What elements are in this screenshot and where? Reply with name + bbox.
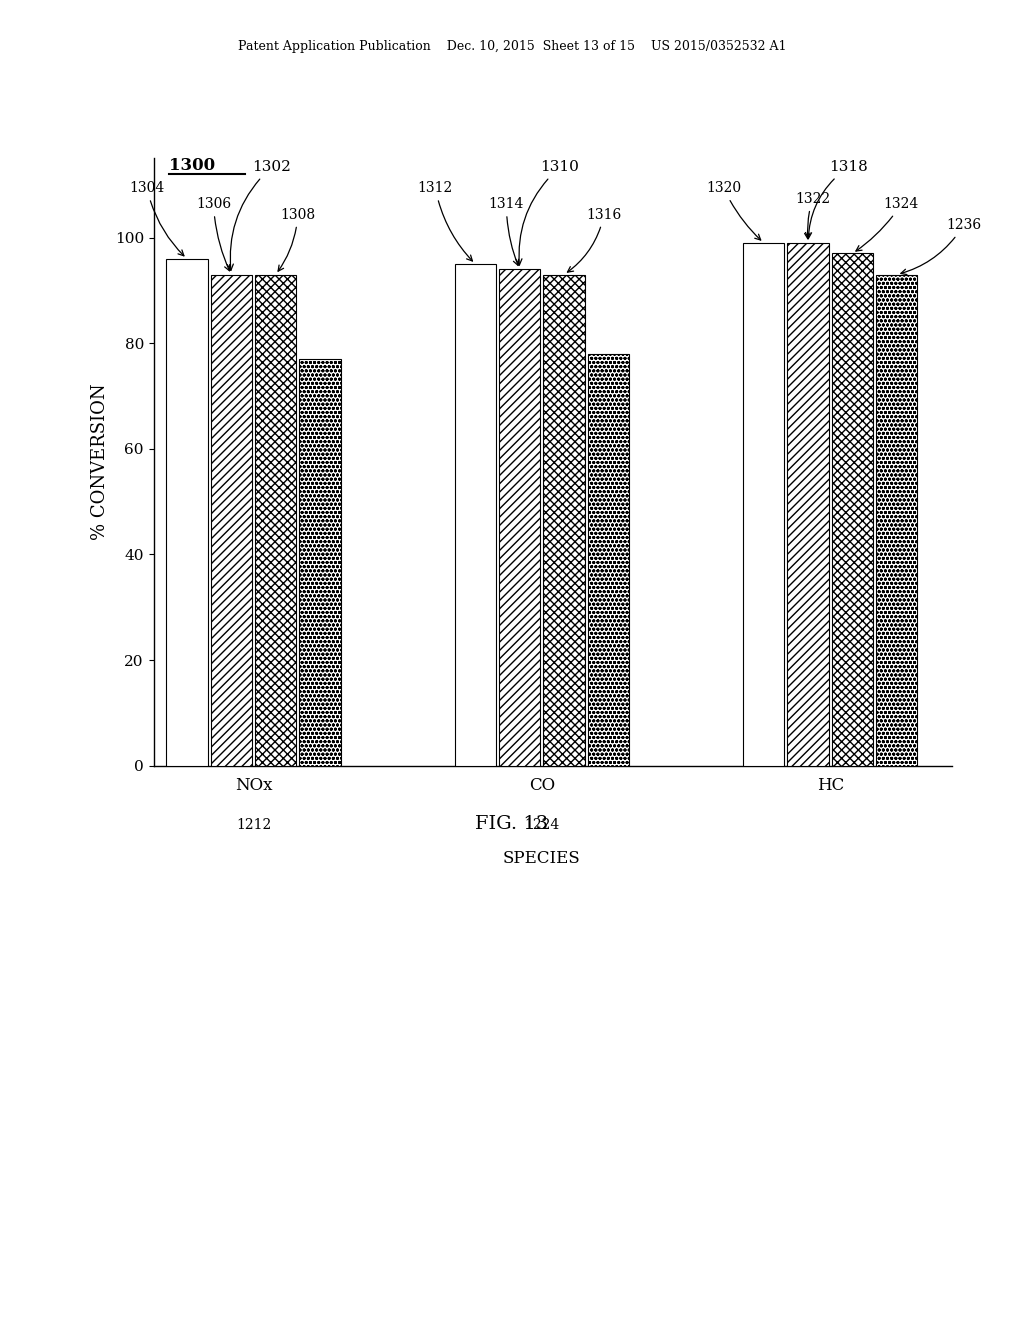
- Text: Patent Application Publication    Dec. 10, 2015  Sheet 13 of 15    US 2015/03525: Patent Application Publication Dec. 10, …: [238, 40, 786, 53]
- Text: 1318: 1318: [806, 160, 867, 239]
- Text: 1316: 1316: [567, 207, 622, 272]
- Bar: [787, 243, 828, 766]
- Bar: [255, 275, 296, 766]
- Text: 1324: 1324: [856, 197, 919, 251]
- Text: 1300: 1300: [169, 157, 215, 174]
- Text: 1320: 1320: [707, 181, 761, 240]
- Bar: [831, 253, 873, 766]
- Bar: [877, 275, 918, 766]
- Text: FIG. 13: FIG. 13: [475, 814, 549, 833]
- Bar: [166, 259, 208, 766]
- Text: 1236: 1236: [901, 218, 981, 275]
- Text: 1312: 1312: [418, 181, 472, 261]
- Text: 1304: 1304: [129, 181, 184, 256]
- Text: 1314: 1314: [488, 197, 524, 265]
- Bar: [299, 359, 341, 766]
- Text: 1308: 1308: [279, 207, 315, 271]
- Bar: [588, 354, 629, 766]
- Text: 1302: 1302: [227, 160, 291, 271]
- Text: 1310: 1310: [516, 160, 579, 265]
- Bar: [499, 269, 541, 766]
- Text: SPECIES: SPECIES: [503, 850, 581, 867]
- Bar: [211, 275, 252, 766]
- Bar: [544, 275, 585, 766]
- Y-axis label: % CONVERSION: % CONVERSION: [91, 384, 110, 540]
- Text: 1322: 1322: [795, 191, 830, 239]
- Bar: [743, 243, 784, 766]
- Bar: [455, 264, 496, 766]
- Text: 1306: 1306: [196, 197, 231, 271]
- Text: 1224: 1224: [524, 818, 559, 833]
- Text: 1212: 1212: [236, 818, 271, 833]
